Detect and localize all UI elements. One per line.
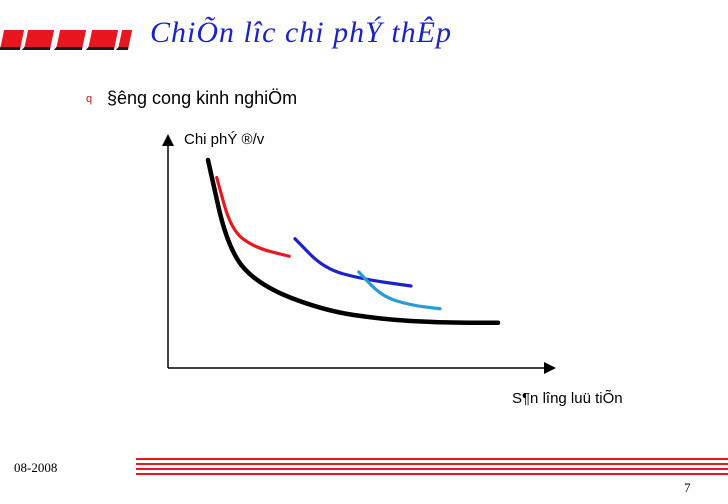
series-line-2 [293, 237, 413, 288]
bullet-text: §­êng cong kinh nghiÖm [107, 88, 298, 108]
bullet-marker: q [86, 93, 93, 105]
page-number: 7 [684, 480, 691, 495]
footer-rule [136, 458, 728, 478]
series-line-0 [205, 157, 501, 325]
x-axis-label: S¶n l­îng luü tiÕn [512, 390, 623, 407]
footer-date: 08-2008 [14, 460, 58, 475]
series-line-1 [215, 175, 291, 258]
y-axis-label: Chi phÝ ®/v [184, 131, 265, 148]
series-line-3 [357, 270, 442, 311]
slide-title: ChiÕn l­îc chi phÝ thÊp [150, 16, 452, 49]
